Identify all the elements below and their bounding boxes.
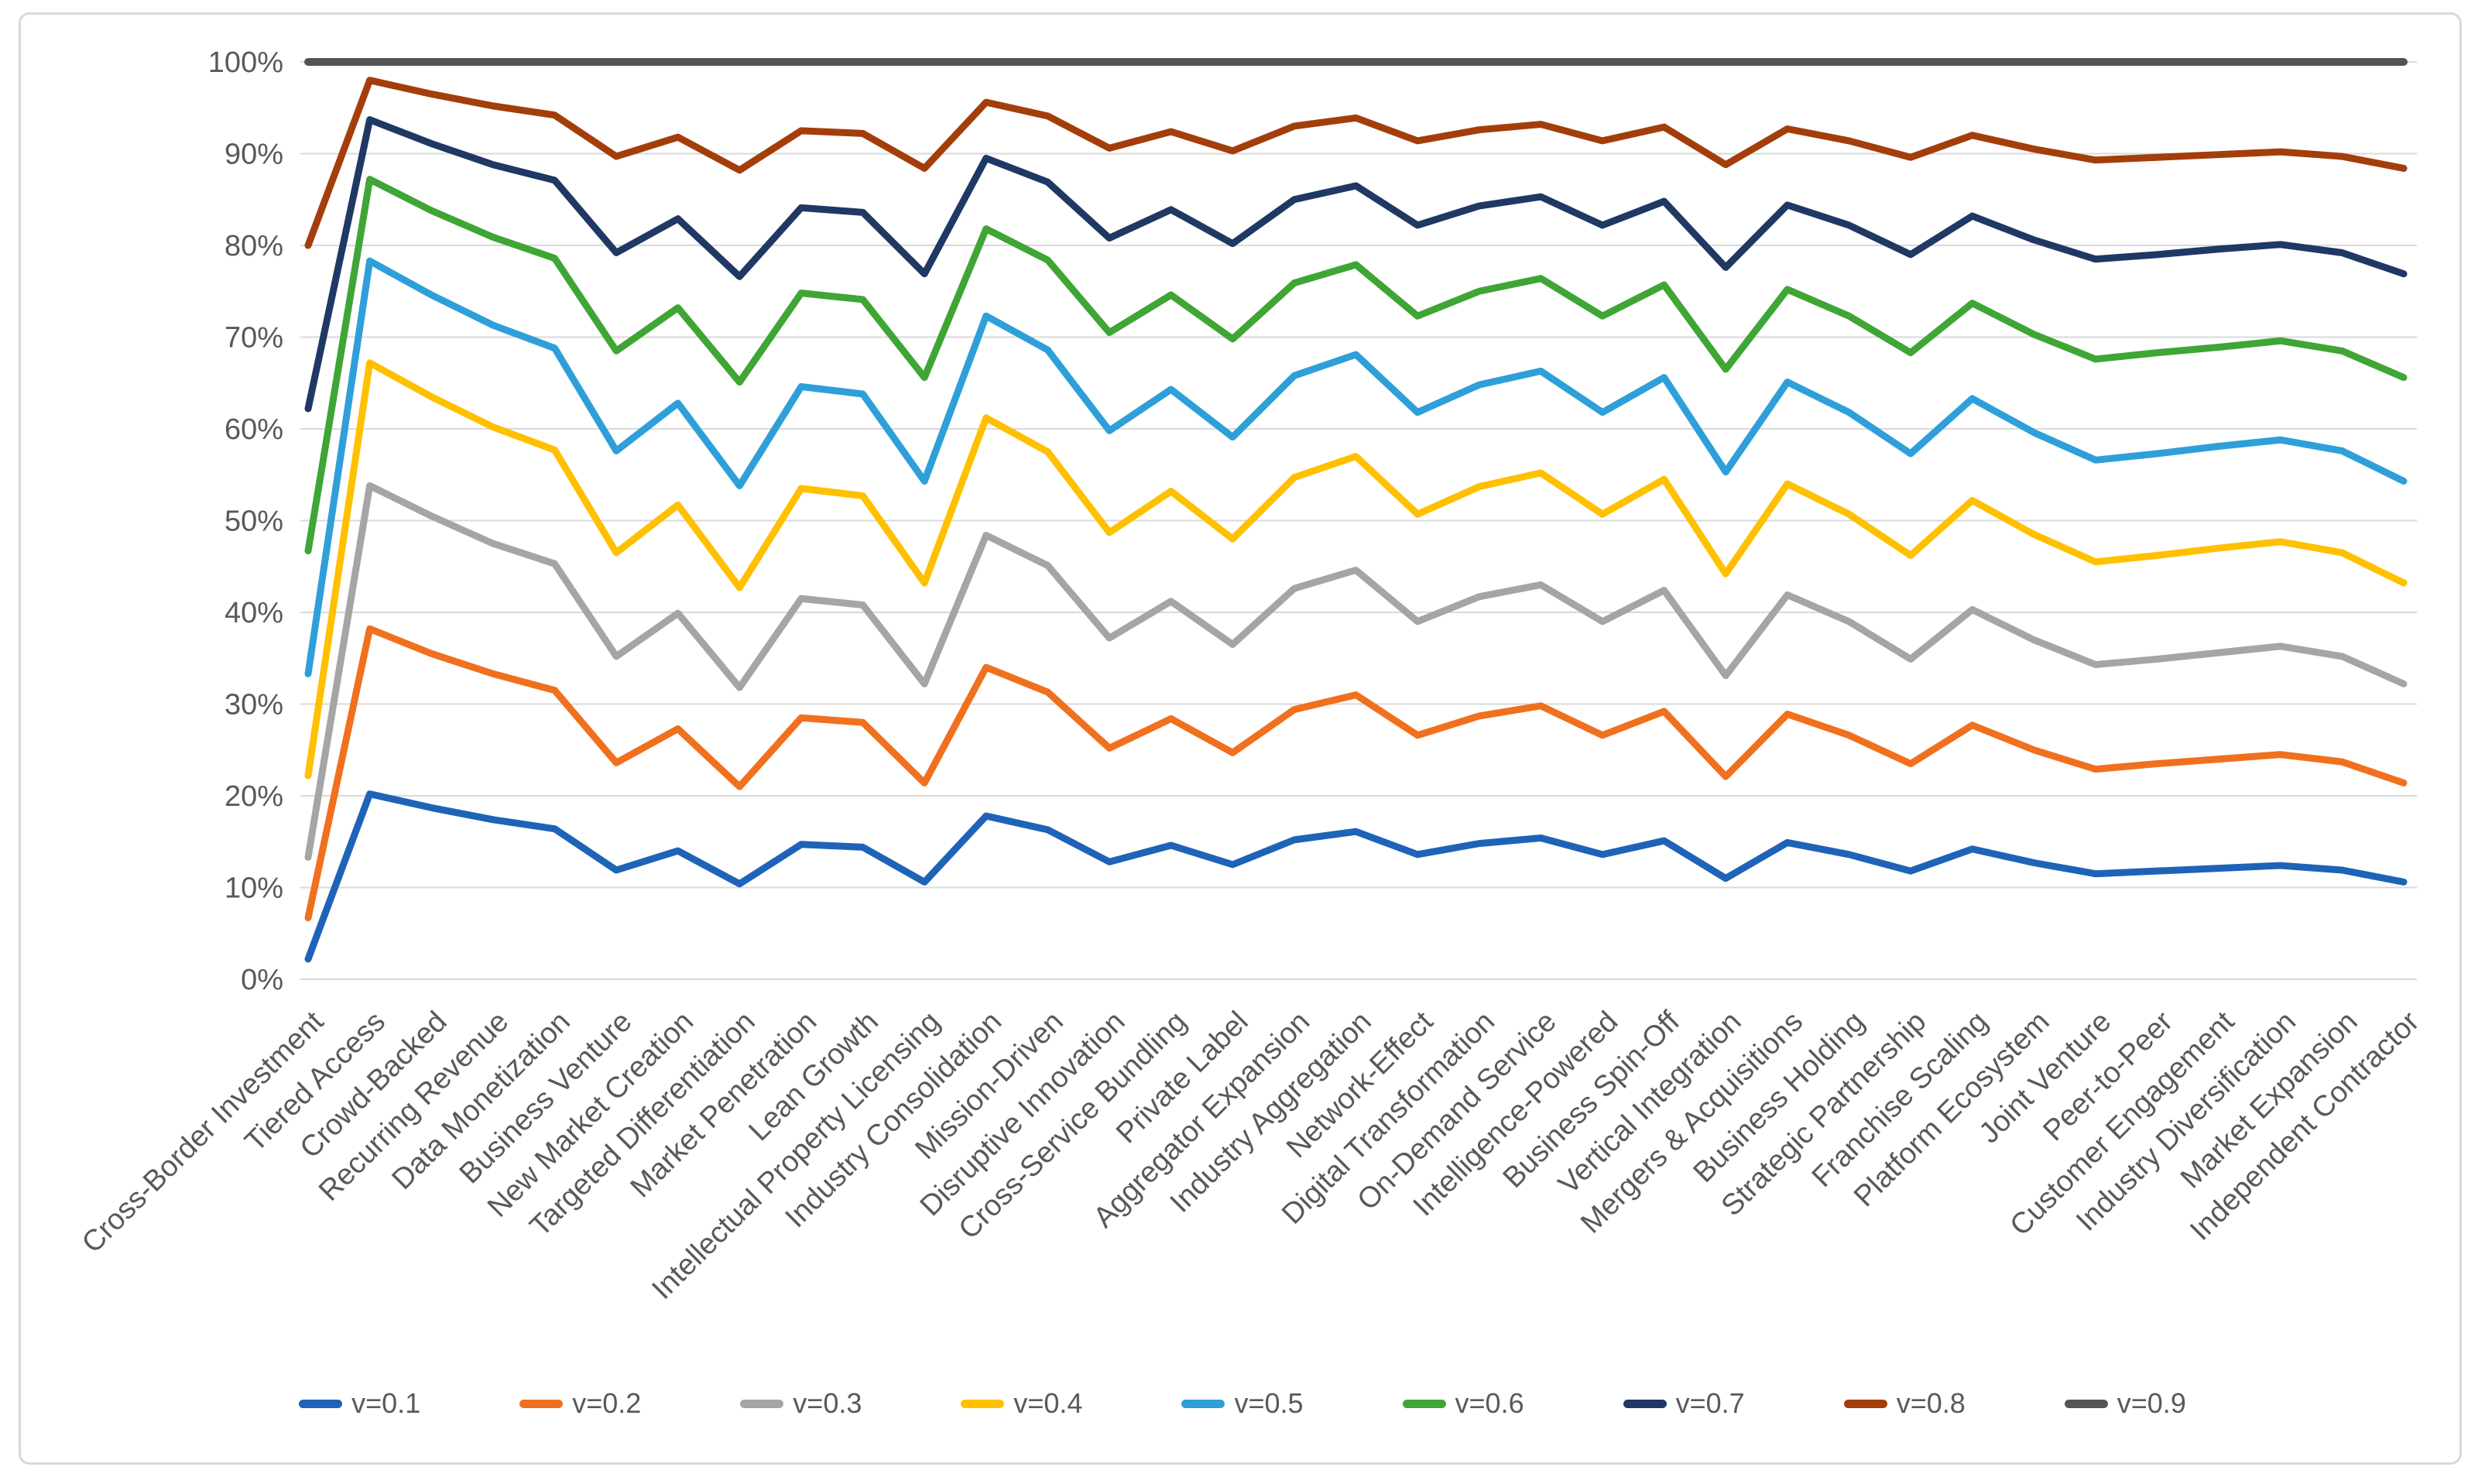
legend-label: v=0.5 (1234, 1387, 1304, 1419)
legend-key-icon (2064, 1399, 2108, 1408)
x-category-label: Cross-Border Investment (76, 1005, 331, 1260)
y-tick-label: 30% (225, 689, 283, 721)
series-line-v=0.8 (304, 77, 2408, 249)
legend-item-v=0.5: v=0.5 (1181, 1387, 1304, 1420)
y-tick-label: 20% (225, 780, 283, 813)
legend-item-v=0.6: v=0.6 (1402, 1387, 1524, 1420)
legend-label: v=0.8 (1896, 1387, 1966, 1419)
legend-label: v=0.4 (1013, 1387, 1083, 1419)
legend-item-v=0.2: v=0.2 (519, 1387, 641, 1420)
legend-key-icon (519, 1399, 564, 1408)
legend-label: v=0.7 (1675, 1387, 1745, 1419)
y-tick-label: 10% (225, 872, 283, 905)
y-tick-label: 100% (208, 46, 283, 79)
legend: v=0.1 v=0.2 v=0.3 v=0.4 v=0.5 v=0.6 v=0.7 v=0.8… (0, 1387, 2485, 1420)
legend-item-v=0.9: v=0.9 (2064, 1387, 2186, 1420)
legend-key-icon (1181, 1399, 1225, 1408)
series-line-v=0.4 (304, 359, 2408, 780)
series-line-v=0.6 (304, 176, 2408, 555)
legend-item-v=0.7: v=0.7 (1623, 1387, 1745, 1420)
legend-item-v=0.8: v=0.8 (1843, 1387, 1966, 1420)
legend-key-icon (1843, 1399, 1887, 1408)
chart-frame (19, 12, 2462, 1465)
legend-item-v=0.4: v=0.4 (961, 1387, 1082, 1420)
y-tick-label: 0% (241, 964, 283, 996)
series-line-v=0.5 (304, 257, 2408, 677)
legend-item-v=0.3: v=0.3 (740, 1387, 862, 1420)
y-tick-label: 40% (225, 597, 283, 629)
legend-label: v=0.3 (793, 1387, 862, 1419)
y-tick-label: 80% (225, 230, 283, 262)
legend-label: v=0.2 (572, 1387, 642, 1419)
legend-key-icon (1402, 1399, 1446, 1408)
legend-label: v=0.9 (2117, 1387, 2186, 1419)
y-tick-label: 90% (225, 139, 283, 171)
legend-item-v=0.1: v=0.1 (299, 1387, 420, 1420)
series-line-v=0.3 (304, 482, 2408, 861)
series-line-v=0.7 (304, 116, 2408, 413)
legend-key-icon (1623, 1399, 1667, 1408)
legend-key-icon (740, 1399, 784, 1408)
legend-label: v=0.1 (351, 1387, 421, 1419)
legend-key-icon (299, 1399, 343, 1408)
series-line-v=0.2 (304, 625, 2408, 922)
legend-key-icon (961, 1399, 1005, 1408)
y-tick-label: 60% (225, 413, 283, 446)
legend-label: v=0.6 (1455, 1387, 1524, 1419)
y-tick-label: 70% (225, 322, 283, 355)
series-line-v=0.1 (304, 790, 2408, 963)
y-tick-label: 50% (225, 506, 283, 538)
